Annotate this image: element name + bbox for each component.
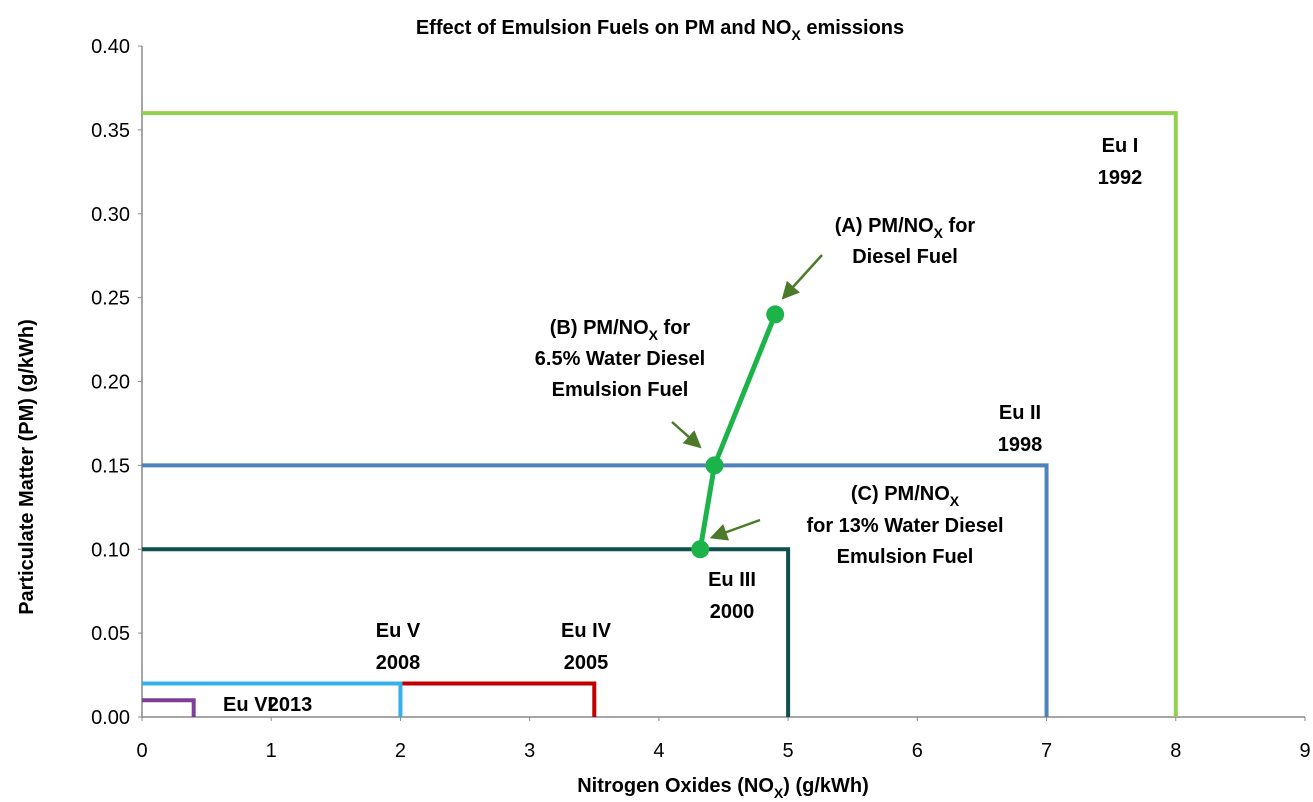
y-tick-label: 0.30 [91, 204, 130, 226]
text-part: (A) PM/NO [835, 215, 934, 237]
x-tick-label: 1 [266, 740, 277, 762]
text-part: emissions [801, 17, 904, 39]
x-axis-title: Nitrogen Oxides (NOX) (g/kWh) [577, 775, 869, 801]
point [705, 456, 724, 475]
series-line [142, 681, 403, 717]
annotation: Emulsion Fuel [837, 546, 974, 568]
x-tick-label: 9 [1299, 740, 1310, 762]
series-label: 2008 [376, 652, 421, 674]
chart-title: Effect of Emulsion Fuels on PM and NOX e… [416, 17, 904, 43]
arrow [781, 254, 823, 300]
arrow [709, 518, 761, 541]
text-part: X [950, 493, 960, 509]
series-label: Eu VI [223, 694, 273, 716]
point [766, 305, 785, 324]
x-tick-label: 2 [395, 740, 406, 762]
text-part: Emulsion Fuel [837, 546, 974, 568]
text-part: Diesel Fuel [852, 246, 958, 268]
x-tick-label: 7 [1041, 740, 1052, 762]
annotation: for 13% Water Diesel [806, 515, 1003, 537]
y-tick-label: 0.00 [91, 707, 130, 729]
series-line [697, 313, 778, 550]
text-part: for [943, 215, 975, 237]
x-tick-label: 0 [136, 740, 147, 762]
annotation: Emulsion Fuel [552, 379, 689, 401]
text-part: ) (g/kWh) [783, 775, 869, 797]
annotation: 6.5% Water Diesel [535, 348, 705, 370]
y-tick-label: 0.15 [91, 455, 130, 477]
annotation: (B) PM/NOX for [550, 317, 691, 343]
text-part: Effect of Emulsion Fuels on PM and NO [416, 17, 792, 39]
series-label: 2013 [268, 694, 313, 716]
series-label: 2000 [710, 601, 755, 623]
series-label: 1998 [998, 434, 1043, 456]
series-line [142, 547, 791, 717]
y-tick-label: 0.35 [91, 120, 130, 142]
annotation: Diesel Fuel [852, 246, 958, 268]
text-part: X [791, 27, 801, 43]
y-tick-label: 0.25 [91, 288, 130, 310]
text-part: (B) PM/NO [550, 317, 649, 339]
x-tick-label: 3 [524, 740, 535, 762]
text-part: for 13% Water Diesel [806, 515, 1003, 537]
series-label: Eu III [708, 569, 756, 591]
y-tick-label: 0.05 [91, 623, 130, 645]
y-tick-label: 0.40 [91, 36, 130, 58]
x-tick-label: 5 [783, 740, 794, 762]
text-part: Emulsion Fuel [552, 379, 689, 401]
point [691, 540, 710, 559]
annotation: (C) PM/NOX [851, 483, 960, 509]
x-tick-label: 4 [653, 740, 664, 762]
series-line [142, 463, 1049, 717]
y-tick-label: 0.10 [91, 539, 130, 561]
series-label: Eu II [999, 402, 1041, 424]
series-label: Eu I [1102, 135, 1139, 157]
series-label: Eu IV [561, 620, 612, 642]
series-label: Eu V [376, 620, 421, 642]
series-line [142, 111, 1178, 717]
series-label: 2005 [564, 652, 609, 674]
series-label: 1992 [1098, 167, 1143, 189]
x-tick-label: 6 [912, 740, 923, 762]
text-part: Nitrogen Oxides (NO [577, 775, 774, 797]
series-line [142, 698, 196, 717]
y-tick-label: 0.20 [91, 372, 130, 394]
text-part: 6.5% Water Diesel [535, 348, 705, 370]
text-part: (C) PM/NO [851, 483, 950, 505]
series-line [400, 681, 597, 717]
annotation: (A) PM/NOX for [835, 215, 976, 241]
text-part: X [934, 225, 944, 241]
x-tick-label: 8 [1170, 740, 1181, 762]
text-part: X [649, 327, 659, 343]
y-axis-title: Particulate Matter (PM) (g/kWh) [16, 319, 38, 615]
text-part: for [658, 317, 690, 339]
text-part: X [774, 785, 784, 801]
arrow [671, 421, 702, 449]
